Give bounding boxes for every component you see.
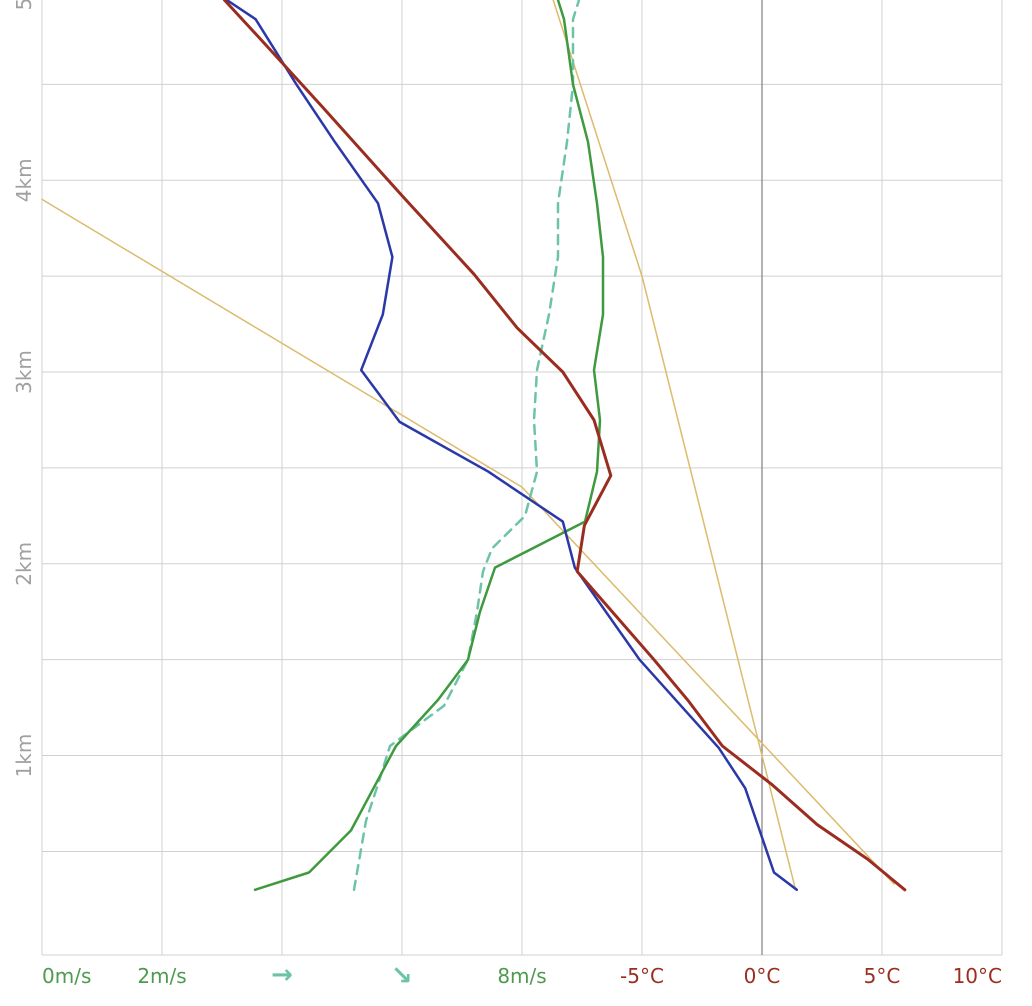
y-tick-label: 3km (12, 350, 36, 394)
y-tick-label: 1km (12, 734, 36, 778)
y-tick-label: 2km (12, 542, 36, 586)
wind-tick-label: 0m/s (42, 964, 91, 988)
temperature-tick-label: 0°C (744, 964, 781, 988)
series-line-reference-line-1 (552, 0, 797, 891)
wind-direction-arrow-icon: → (271, 960, 293, 990)
y-tick-label: 4km (12, 158, 36, 202)
series-line-reference-line-2 (41, 198, 895, 885)
wind-direction-arrow-icon: → (384, 957, 421, 994)
temperature-tick-label: 5°C (864, 964, 901, 988)
wind-tick-label: 8m/s (497, 964, 546, 988)
temperature-tick-label: 10°C (953, 964, 1002, 988)
series-line-wind-speed (253, 0, 605, 892)
series-line-dewpoint (225, 0, 799, 892)
series-line-wind-gust (352, 0, 581, 892)
wind-tick-label: 2m/s (137, 964, 186, 988)
y-tick-label: 5km (12, 0, 36, 10)
temperature-tick-label: -5°C (620, 964, 664, 988)
series-line-temperature (222, 0, 907, 892)
